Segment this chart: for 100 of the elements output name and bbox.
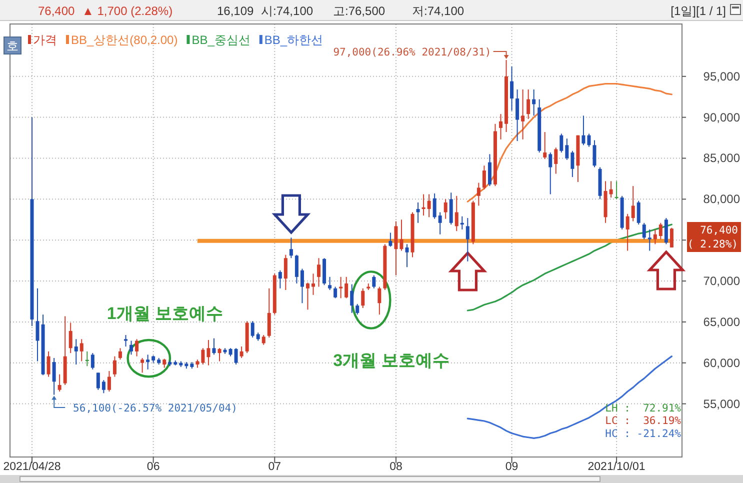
- candlestick: [432, 192, 436, 220]
- candlestick: [312, 273, 315, 296]
- annotation: 56,100(-26.57% 2021/05/04): [73, 402, 238, 414]
- text: [1일][1 / 1]: [670, 4, 726, 18]
- candlestick: [300, 268, 304, 304]
- candlestick: [74, 338, 78, 366]
- candlestick: [350, 284, 354, 314]
- candlestick: [658, 222, 662, 240]
- y-tick-label: 90,000: [703, 110, 740, 124]
- candlestick: [289, 237, 293, 259]
- x-tick-label: 08: [390, 461, 402, 473]
- text: 시:74,100: [261, 4, 314, 18]
- candlestick: [444, 198, 448, 220]
- legend-label: BB_중심선: [192, 33, 250, 47]
- candlestick: [460, 216, 464, 230]
- legend-label: BB_하한선: [264, 33, 324, 47]
- candlestick: [405, 244, 409, 268]
- candlestick: [482, 165, 486, 190]
- candlestick: [68, 322, 72, 354]
- candlestick: [130, 340, 134, 356]
- candlestick: [394, 220, 398, 276]
- candlestick: [526, 88, 530, 120]
- x-tick-label: 09: [505, 461, 518, 473]
- text: 76,400: [700, 224, 738, 236]
- candlestick: [388, 232, 392, 248]
- text: ( 2.28%): [687, 238, 738, 250]
- text: 저:74,100: [412, 4, 464, 18]
- y-tick-label: 80,000: [703, 192, 740, 206]
- candlestick: [146, 354, 150, 370]
- candlestick: [570, 150, 574, 178]
- candlestick: [36, 288, 40, 362]
- text: 76,400: [38, 4, 76, 18]
- candlestick: [642, 222, 646, 240]
- candlestick: [267, 288, 271, 338]
- text: 고:76,500: [333, 4, 386, 18]
- candlestick: [140, 357, 144, 374]
- candlestick: [356, 303, 360, 316]
- candlestick: [560, 133, 564, 154]
- candlestick: [499, 114, 502, 140]
- text: 호: [6, 39, 18, 53]
- candlestick: [361, 288, 365, 309]
- y-tick-label: 70,000: [703, 274, 740, 288]
- candlestick: [58, 374, 62, 392]
- candlestick: [80, 338, 84, 362]
- candlestick: [212, 338, 216, 356]
- y-tick-label: 95,000: [703, 69, 740, 84]
- candlestick: [201, 348, 205, 366]
- x-tick-label: 06: [146, 461, 160, 473]
- candlestick: [344, 276, 348, 299]
- text: ▲ 1,700 (2.28%): [82, 4, 173, 18]
- candlestick: [664, 217, 668, 245]
- candlestick: [278, 270, 282, 289]
- candlestick: [427, 194, 431, 218]
- candlestick: [90, 352, 94, 370]
- candlestick: [328, 276, 332, 291]
- x-tick-label: 2021/10/01: [588, 461, 646, 473]
- candlestick: [582, 115, 586, 146]
- candlestick: [422, 194, 426, 216]
- candlestick: [112, 356, 116, 378]
- legend-label: 가격: [33, 33, 57, 47]
- line-series: [466, 82, 672, 202]
- y-tick-label: 65,000: [703, 314, 740, 329]
- candlestick: [532, 88, 536, 116]
- candlestick: [284, 254, 288, 291]
- candlestick: [218, 348, 222, 362]
- candlestick: [476, 182, 480, 206]
- annotation: HC : -21.24%: [605, 428, 682, 440]
- candlestick: [449, 192, 453, 226]
- candlestick: [521, 88, 525, 140]
- candlestick: [240, 346, 244, 358]
- candlestick: [317, 258, 321, 288]
- candlestick: [648, 228, 652, 252]
- candlestick: [670, 227, 674, 248]
- candlestick: [626, 213, 630, 252]
- candlestick: [339, 276, 343, 299]
- candlestick: [587, 133, 591, 148]
- annotation: 1개월 보호예수: [106, 304, 224, 323]
- candlestick: [454, 195, 458, 232]
- candlestick: [653, 228, 657, 245]
- candlestick: [554, 147, 558, 174]
- candlestick: [592, 140, 596, 168]
- candlestick: [262, 334, 266, 346]
- candlestick: [102, 380, 106, 394]
- text: 16,109: [217, 4, 254, 18]
- candlestick: [609, 180, 613, 198]
- candlestick: [46, 350, 50, 378]
- candlestick: [96, 372, 100, 390]
- annotation: 97,000(26.96% 2021/08/31): [333, 46, 492, 58]
- annotation: LH : 72.91%: [605, 402, 682, 414]
- y-tick-label: 55,000: [703, 396, 740, 411]
- candlestick: [206, 339, 210, 366]
- annotation: LC : 36.19%: [605, 415, 682, 427]
- candlestick: [378, 286, 382, 316]
- candlestick: [334, 286, 338, 299]
- candlestick: [135, 338, 139, 357]
- candlestick: [631, 186, 635, 222]
- candlestick: [400, 219, 404, 252]
- candlestick: [52, 357, 56, 396]
- candlestick: [234, 348, 238, 366]
- candlestick: [118, 348, 122, 360]
